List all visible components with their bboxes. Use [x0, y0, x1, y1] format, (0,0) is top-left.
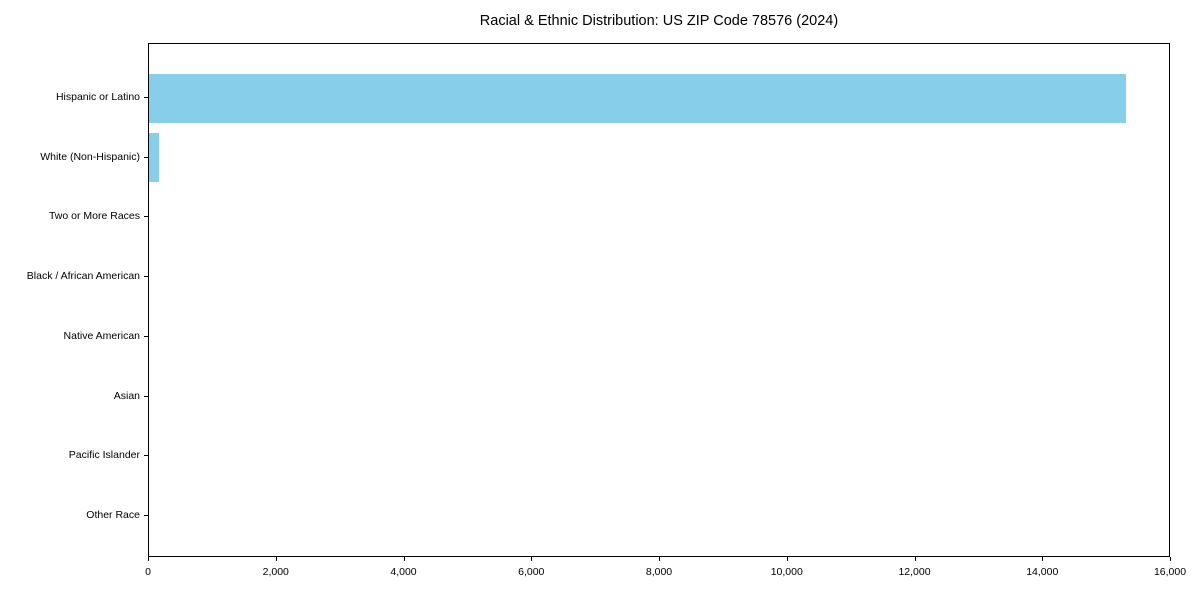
y-tick-label: Pacific Islander [68, 449, 140, 462]
y-tick-mark [144, 395, 148, 397]
y-tick-label: Black / African American [26, 270, 140, 283]
y-tick-mark [144, 455, 148, 457]
y-tick-label: Hispanic or Latino [55, 91, 140, 103]
x-tick-mark [403, 557, 405, 561]
y-tick-label: Other Race [86, 508, 140, 521]
plot-area [148, 43, 1170, 557]
x-tick-label: 6,000 [518, 566, 545, 578]
bar [149, 133, 159, 183]
y-tick-mark [144, 276, 148, 278]
y-tick-mark [144, 514, 148, 516]
x-tick-mark [659, 557, 660, 561]
bar [149, 73, 1127, 123]
x-tick-label: 4,000 [390, 566, 417, 578]
y-tick-mark [144, 156, 148, 158]
chart-title: Racial & Ethnic Distribution: US ZIP Cod… [479, 13, 839, 29]
x-tick-mark [148, 557, 149, 561]
x-tick-label: 8,000 [645, 566, 673, 578]
x-tick-mark [914, 557, 916, 561]
y-tick-mark [144, 216, 148, 218]
x-tick-mark [531, 557, 533, 561]
x-tick-label: 14,000 [1026, 566, 1059, 578]
y-tick-label: Two or More Races [48, 210, 140, 223]
x-tick-label: 10,000 [770, 566, 803, 578]
x-tick-label: 12,000 [898, 566, 931, 578]
x-tick-label: 16,000 [1153, 566, 1187, 578]
x-tick-label: 0 [145, 566, 151, 578]
y-tick-label: White (Non-Hispanic) [40, 150, 140, 163]
x-tick-mark [1042, 557, 1044, 561]
x-tick-mark [1170, 557, 1171, 561]
x-tick-mark [275, 557, 277, 561]
y-tick-label: Asian [113, 389, 140, 402]
y-tick-label: Native American [63, 329, 140, 342]
x-tick-label: 2,000 [262, 566, 289, 578]
y-tick-mark [144, 335, 148, 337]
x-tick-mark [786, 557, 788, 561]
y-tick-mark [144, 97, 148, 98]
